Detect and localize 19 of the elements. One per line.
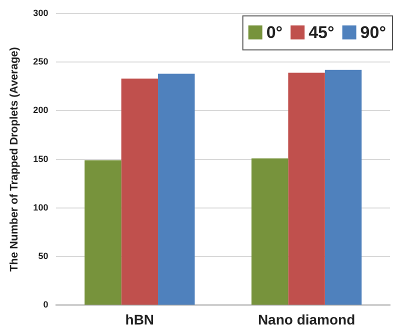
y-tick-label: 150 — [33, 154, 48, 164]
y-tick-label: 250 — [33, 56, 48, 67]
bar — [121, 78, 158, 305]
bar — [84, 160, 122, 305]
bar — [324, 70, 362, 305]
legend-label: 45° — [308, 23, 334, 42]
y-tick-label: 300 — [33, 8, 48, 18]
y-tick-label: 100 — [33, 202, 48, 212]
x-tick-label: hBN — [125, 311, 154, 328]
y-tick-label: 0 — [43, 300, 48, 310]
legend-label: 0° — [266, 23, 283, 42]
y-axis-title: The Number of Trapped Droplets (Average) — [8, 46, 21, 272]
bar — [158, 74, 195, 305]
y-tick-label: 50 — [38, 251, 48, 262]
x-tick-label: Nano diamond — [258, 311, 356, 328]
y-tick-label: 200 — [33, 105, 48, 116]
bar — [288, 72, 325, 305]
bar — [251, 158, 288, 305]
legend-label: 90° — [360, 23, 386, 42]
